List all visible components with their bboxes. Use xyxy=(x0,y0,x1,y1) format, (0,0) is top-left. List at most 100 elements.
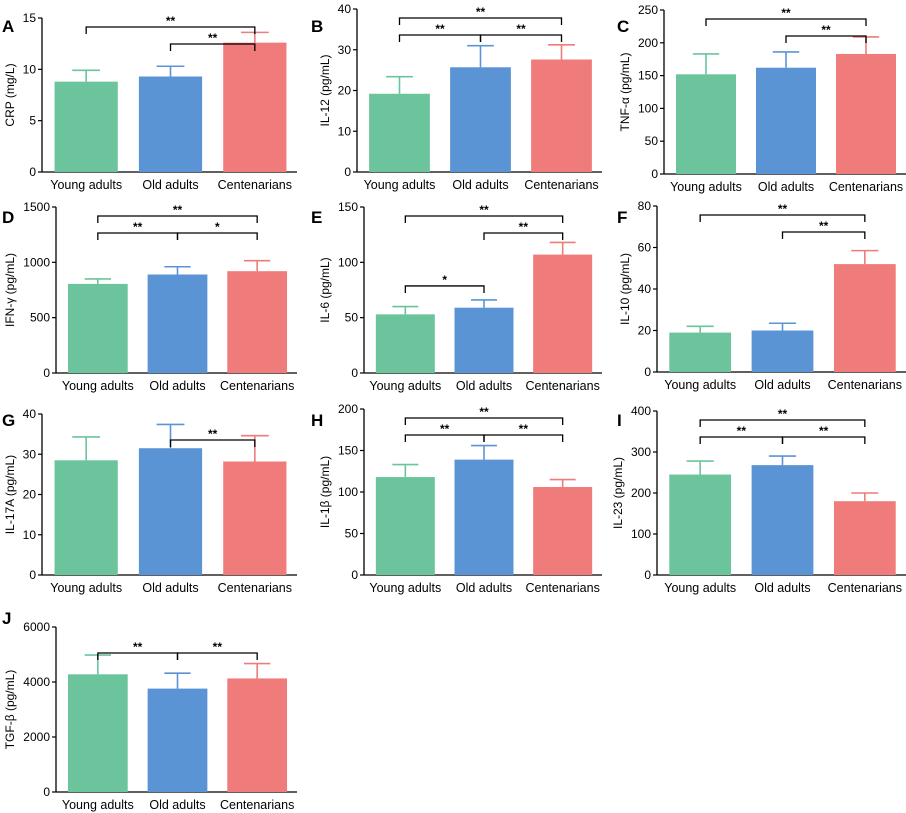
y-tick-label: 0 xyxy=(43,785,50,799)
significance-label: ** xyxy=(737,424,747,438)
y-tick-label: 0 xyxy=(43,366,50,380)
significance-bracket xyxy=(404,434,485,442)
panel-letter: F xyxy=(617,208,627,227)
significance-label: ** xyxy=(133,640,143,654)
significance-label: ** xyxy=(208,31,218,45)
panel-c: C 0 50 100 150 200 250 TNF-α (pg/mL) Young adult… xyxy=(617,3,906,194)
panel-j: J 0 2000 4000 6000 TGF-β (pg/mL) Young adults O… xyxy=(2,609,297,812)
significance-bracket xyxy=(781,231,866,239)
y-tick-label: 15 xyxy=(23,11,37,25)
y-tick-label: 4000 xyxy=(23,675,50,689)
significance-bracket xyxy=(176,652,258,660)
x-category-label: Young adults xyxy=(664,378,736,392)
significance-bracket xyxy=(699,436,784,444)
y-tick-label: 150 xyxy=(338,444,358,458)
significance-label: ** xyxy=(440,422,450,436)
y-tick-label: 100 xyxy=(631,527,651,541)
y-tick-label: 100 xyxy=(338,255,358,269)
x-category-label: Centenarians xyxy=(218,178,292,192)
x-category-label: Centenarians xyxy=(525,581,599,595)
y-tick-label: 6000 xyxy=(23,620,50,634)
y-axis-title: IL-23 (pg/mL) xyxy=(611,457,625,529)
y-axis-title: TGF-β (pg/mL) xyxy=(3,670,17,750)
significance-label: ** xyxy=(476,5,486,19)
bar-old-adults xyxy=(751,330,814,372)
bar-old-adults xyxy=(454,459,514,575)
bar-centenarians xyxy=(223,461,287,575)
bar-centenarians xyxy=(833,501,896,575)
panel-letter: E xyxy=(311,208,322,227)
y-tick-label: 60 xyxy=(638,241,652,255)
significance-label: * xyxy=(215,220,220,234)
significance-bracket xyxy=(705,18,867,26)
x-category-label: Young adults xyxy=(369,581,441,595)
bar-centenarians xyxy=(227,678,288,792)
significance-bracket xyxy=(176,232,258,240)
y-axis-title: IL-10 (pg/mL) xyxy=(618,253,632,325)
significance-label: ** xyxy=(519,220,529,234)
x-category-label: Young adults xyxy=(670,180,742,194)
panel-e: E 0 50 100 150 IL-6 (pg/mL) Young adults Old ad… xyxy=(311,200,602,393)
x-category-label: Old adults xyxy=(754,378,810,392)
bar-young-adults xyxy=(375,477,435,575)
significance-bracket xyxy=(169,43,256,51)
significance-bracket xyxy=(483,434,564,442)
x-category-label: Young adults xyxy=(62,798,134,812)
y-tick-label: 10 xyxy=(23,62,37,76)
y-tick-label: 2000 xyxy=(23,730,50,744)
significance-label: ** xyxy=(479,405,489,419)
bar-centenarians xyxy=(227,271,288,373)
y-axis-title: IL-12 (pg/mL) xyxy=(318,54,332,126)
significance-bracket xyxy=(404,215,564,223)
significance-bracket xyxy=(699,419,866,427)
y-tick-label: 500 xyxy=(30,311,50,325)
y-tick-label: 150 xyxy=(638,69,658,83)
y-tick-label: 5 xyxy=(29,114,36,128)
significance-bracket xyxy=(479,34,563,42)
y-tick-label: 1500 xyxy=(23,200,50,214)
significance-label: ** xyxy=(173,203,183,217)
x-category-label: Old adults xyxy=(456,581,512,595)
panel-letter: A xyxy=(2,17,14,36)
x-category-label: Old adults xyxy=(149,379,205,393)
significance-bracket xyxy=(169,439,256,447)
y-tick-label: 150 xyxy=(338,200,358,214)
y-tick-label: 0 xyxy=(351,366,358,380)
significance-bracket xyxy=(699,214,866,222)
bar-young-adults xyxy=(375,314,435,373)
panel-letter: B xyxy=(311,17,323,36)
significance-bracket xyxy=(483,232,564,240)
x-category-label: Old adults xyxy=(456,379,512,393)
bar-young-adults xyxy=(669,474,732,575)
bar-young-adults xyxy=(669,332,732,372)
y-axis-title: IFN-γ (pg/mL) xyxy=(3,253,17,327)
y-tick-label: 200 xyxy=(638,36,658,50)
y-tick-label: 40 xyxy=(638,282,652,296)
y-axis-title: IL-17A (pg/mL) xyxy=(3,455,17,534)
y-tick-label: 200 xyxy=(338,402,358,416)
bar-old-adults xyxy=(450,67,511,172)
significance-bracket xyxy=(97,652,179,660)
panel-g: G 0 10 20 30 40 IL-17A (pg/mL) Young adults Old … xyxy=(2,407,297,595)
y-tick-label: 50 xyxy=(345,311,359,325)
y-tick-label: 100 xyxy=(338,485,358,499)
significance-label: ** xyxy=(479,203,489,217)
y-tick-label: 30 xyxy=(23,447,37,461)
bar-centenarians xyxy=(836,53,896,175)
x-category-label: Centenarians xyxy=(829,180,903,194)
bar-young-adults xyxy=(54,81,118,172)
significance-bracket xyxy=(398,17,563,25)
bar-centenarians xyxy=(223,42,287,172)
x-category-label: Young adults xyxy=(364,178,436,192)
x-category-label: Centenarians xyxy=(220,798,294,812)
significance-label: ** xyxy=(781,6,791,20)
x-category-label: Young adults xyxy=(50,581,122,595)
panel-a: A 0 5 10 15 CRP (mg/L) Young adults Old adults C… xyxy=(2,11,297,192)
significance-bracket xyxy=(781,436,866,444)
y-axis-title: TNF-α (pg/mL) xyxy=(618,53,632,132)
significance-label: ** xyxy=(819,219,829,233)
x-category-label: Young adults xyxy=(62,379,134,393)
bar-centenarians xyxy=(531,59,592,172)
panel-i: I 0 100 200 300 400 IL-23 (pg/mL) Young adults O… xyxy=(611,404,906,595)
